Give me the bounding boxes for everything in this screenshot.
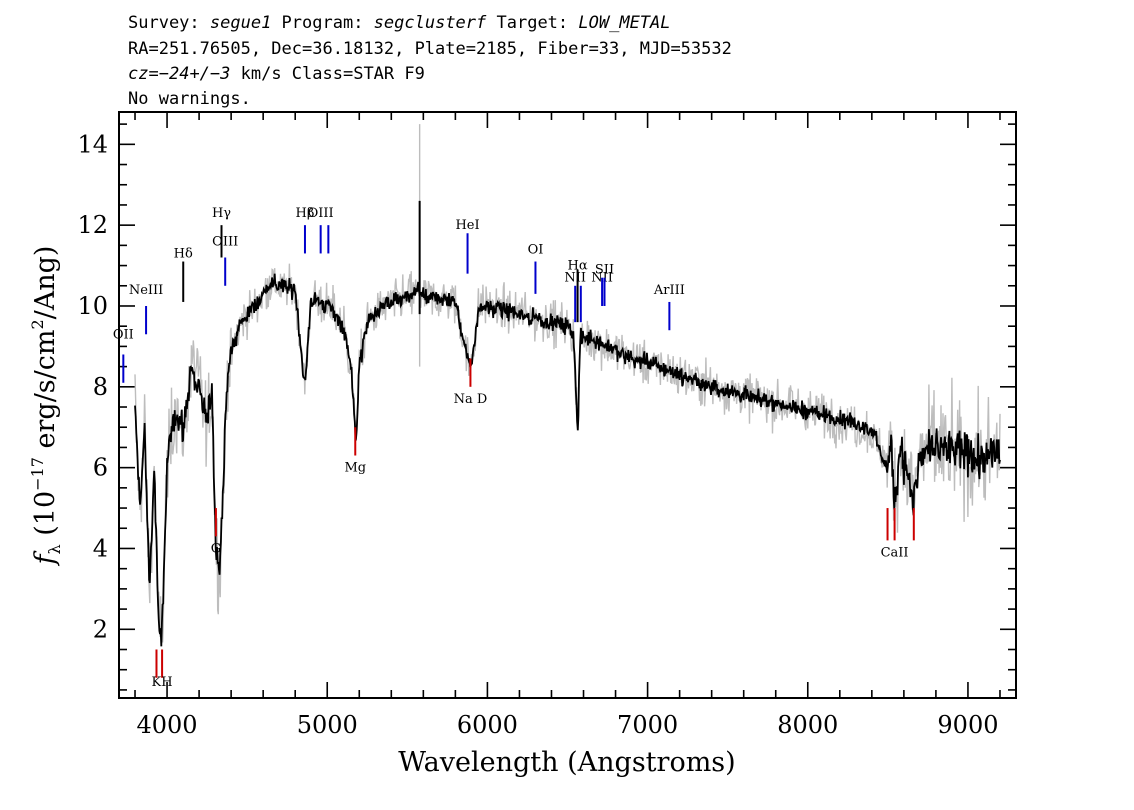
line-marker-label: OI [528, 242, 544, 257]
x-tick-label: 8000 [777, 711, 838, 739]
target-label: Target: [486, 13, 578, 33]
line-marker-label: Hβ [296, 206, 315, 221]
y-tick-label: 2 [93, 615, 108, 643]
survey-label: Survey: [128, 13, 210, 33]
line-marker-label: NII [591, 271, 613, 286]
flux-trace [134, 273, 1001, 647]
line-markers: OIINeIIIHδHγOIIIHβOIIIHeIOINIIHαNIISIIAr… [113, 206, 915, 690]
header-line-2: RA=251.76505, Dec=36.18132, Plate=2185, … [128, 39, 732, 59]
header-line-1: Survey: segue1 Program: segclusterf Targ… [128, 13, 671, 33]
flux-error-trace [134, 263, 1001, 643]
cz-value: −24+/−3 [159, 64, 231, 84]
plot-frame [118, 111, 1017, 699]
x-tick-label: 6000 [457, 711, 518, 739]
line-marker-label: KH [152, 675, 173, 690]
axis-ticks: 4000 5000 6000 7000 8000 9000 2 4 6 8 10 12 14 [77, 112, 1016, 739]
y-axis-title: fλ (10−17 erg/s/cm2/Ang) [28, 246, 64, 567]
x-tick-label: 9000 [937, 711, 998, 739]
line-marker-label: Hα [568, 259, 588, 274]
line-marker-label: OII [113, 327, 134, 342]
program-value: segclusterf [374, 13, 487, 33]
target-value: LOW_METAL [578, 13, 670, 33]
cz-equals: = [148, 64, 158, 84]
x-axis-title: Wavelength (Angstroms) [398, 747, 735, 778]
header-line-3: cz=−24+/−3 km/s Class=STAR F9 [128, 64, 425, 84]
line-marker-label: G [211, 542, 221, 557]
line-marker-label: Hγ [212, 206, 231, 221]
x-tick-label: 5000 [297, 711, 358, 739]
y-tick-label: 8 [93, 373, 108, 401]
line-marker-label: NII [564, 271, 586, 286]
line-marker-label: HeI [455, 218, 479, 233]
line-marker-label: NeIII [129, 283, 163, 298]
y-tick-label: 10 [77, 292, 108, 320]
cz-label: cz [128, 64, 148, 84]
survey-value: segue1 [210, 13, 271, 33]
y-tick-label: 6 [93, 454, 108, 482]
line-marker-label: SII [595, 263, 614, 278]
line-marker-label: Na D [454, 392, 488, 407]
x-tick-label: 4000 [137, 711, 198, 739]
line-marker-label: OIII [308, 206, 334, 221]
class-text: km/s Class=STAR F9 [230, 64, 424, 84]
line-marker-label: ArIII [653, 283, 685, 298]
line-marker-label: Mg [344, 461, 366, 476]
y-tick-label: 14 [77, 130, 108, 158]
spectrum-series [134, 124, 1001, 647]
y-tick-label: 12 [77, 211, 108, 239]
program-label: Program: [271, 13, 373, 33]
line-marker-label: CaII [881, 546, 909, 561]
line-marker-label: Hδ [174, 246, 193, 261]
x-tick-label: 7000 [617, 711, 678, 739]
y-tick-label: 4 [93, 534, 108, 562]
line-marker-label: OIII [212, 234, 238, 249]
header-line-4: No warnings. [128, 89, 251, 109]
